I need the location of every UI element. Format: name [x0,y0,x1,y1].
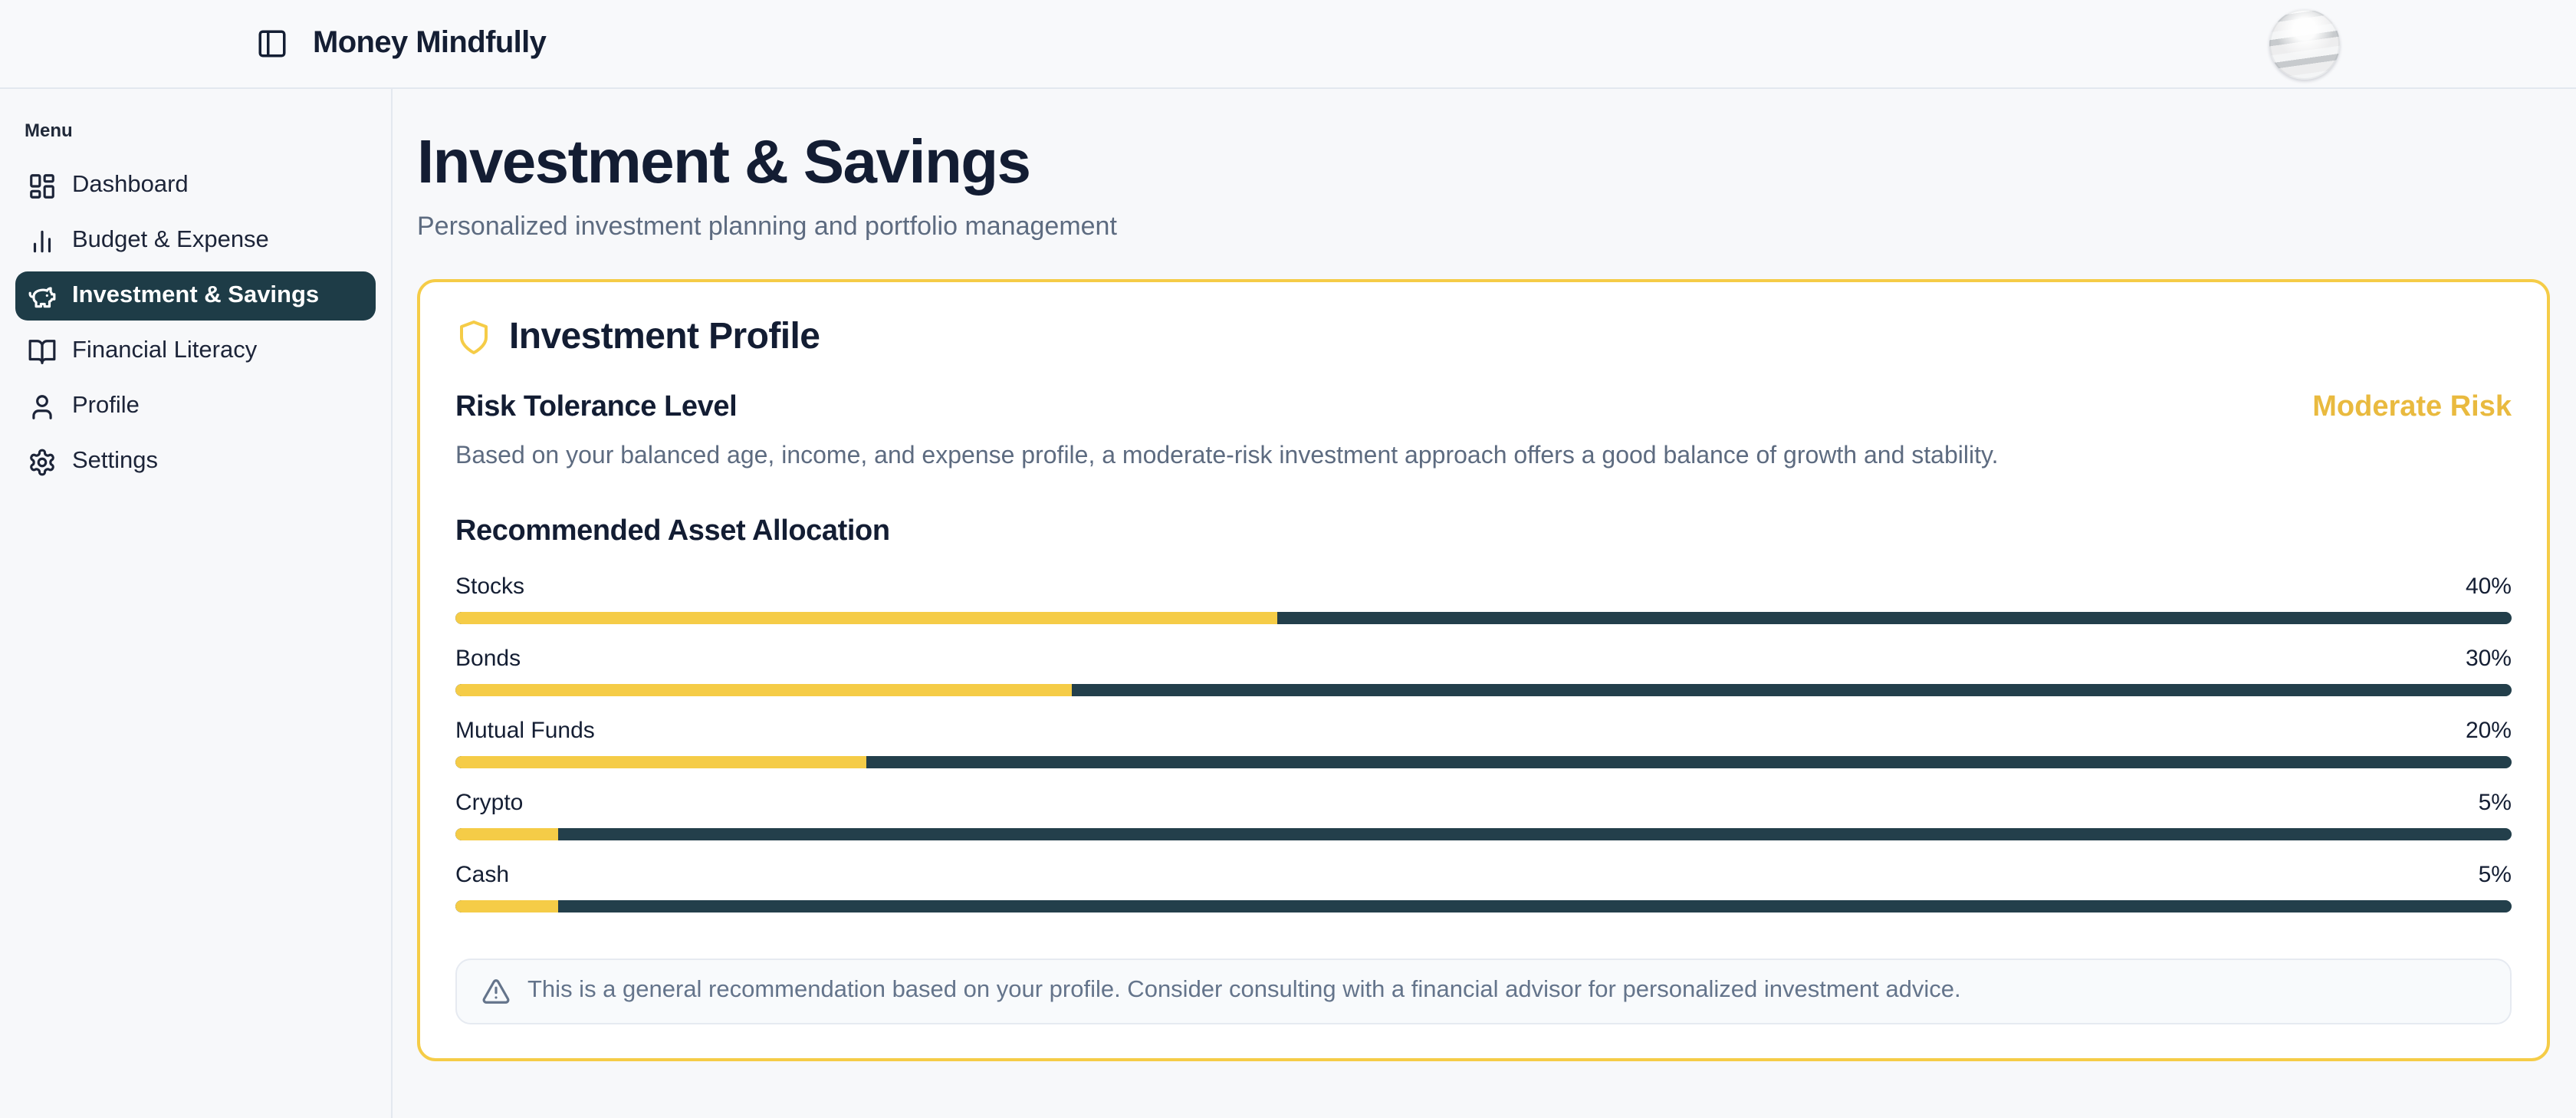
allocation-percent: 5% [2478,789,2512,816]
sidebar-item-financial-literacy[interactable]: Financial Literacy [15,327,376,376]
allocation-percent: 5% [2478,861,2512,888]
sidebar-toggle-button[interactable] [251,24,291,64]
risk-tolerance-heading: Risk Tolerance Level [455,391,738,423]
sidebar-item-label: Budget & Expense [72,227,269,253]
sidebar-item-dashboard[interactable]: Dashboard [15,161,376,210]
app-title: Money Mindfully [313,26,547,60]
card-title: Investment Profile [509,316,820,357]
allocation-bar-track [455,683,2512,696]
allocation-row: Bonds 30% [455,643,2512,696]
main-content: Investment & Savings Personalized invest… [393,89,2576,1118]
allocation-label: Cash [455,861,510,888]
allocation-list: Stocks 40% Bonds 30% Mutual Funds 20% Cr… [455,571,2512,912]
allocation-percent: 30% [2465,645,2512,672]
sidebar: Menu Dashboard Budget & Expense Investme… [0,89,393,1118]
sidebar-item-label: Investment & Savings [72,282,320,308]
allocation-heading: Recommended Asset Allocation [455,515,890,547]
advisor-note-text: This is a general recommendation based o… [527,977,1961,1004]
allocation-row: Cash 5% [455,860,2512,912]
bar-chart-icon [28,226,57,255]
sidebar-nav: Dashboard Budget & Expense Investment & … [15,161,376,486]
sidebar-item-profile[interactable]: Profile [15,382,376,431]
risk-tolerance-row: Risk Tolerance Level Moderate Risk [455,391,2512,425]
sidebar-item-investment-savings[interactable]: Investment & Savings [15,271,376,321]
avatar[interactable] [2269,8,2340,79]
allocation-bar-fill [455,755,867,768]
allocation-bar-fill [455,827,559,840]
allocation-bar-track [455,827,2512,840]
piggy-bank-icon [28,281,57,311]
layout-dashboard-icon [28,171,57,200]
alert-triangle-icon [481,976,511,1005]
layout: Menu Dashboard Budget & Expense Investme… [0,89,2576,1118]
allocation-percent: 40% [2465,573,2512,600]
sidebar-menu-label: Menu [25,120,73,141]
allocation-label: Crypto [455,789,524,816]
user-icon [28,392,57,421]
card-header: Investment Profile [455,316,2512,359]
allocation-bar-fill [455,899,559,912]
allocation-label: Bonds [455,645,521,672]
allocation-bar-track [455,755,2512,768]
advisor-note: This is a general recommendation based o… [455,958,2512,1024]
page-title: Investment & Savings [417,129,1031,196]
allocation-label: Stocks [455,573,525,600]
sidebar-item-settings[interactable]: Settings [15,437,376,486]
panel-left-icon [255,28,288,60]
sidebar-item-label: Dashboard [72,172,189,198]
allocation-label: Mutual Funds [455,717,595,744]
sidebar-item-label: Profile [72,393,140,419]
risk-description: Based on your balanced age, income, and … [455,443,1999,469]
risk-level-badge: Moderate Risk [2312,391,2512,423]
allocation-bar-fill [455,683,1073,696]
allocation-row: Stocks 40% [455,571,2512,624]
allocation-row: Mutual Funds 20% [455,715,2512,768]
top-bar: Money Mindfully [0,0,2576,89]
allocation-bar-fill [455,611,1278,624]
sidebar-item-budget-expense[interactable]: Budget & Expense [15,216,376,265]
sidebar-item-label: Financial Literacy [72,337,258,363]
shield-icon [455,319,492,356]
allocation-bar-track [455,611,2512,624]
allocation-row: Crypto 5% [455,788,2512,840]
settings-icon [28,447,57,476]
allocation-bar-track [455,899,2512,912]
allocation-percent: 20% [2465,717,2512,744]
sidebar-item-label: Settings [72,448,159,474]
page-subtitle: Personalized investment planning and por… [417,212,1117,241]
investment-profile-card: Investment Profile Risk Tolerance Level … [417,279,2550,1061]
book-open-icon [28,337,57,366]
